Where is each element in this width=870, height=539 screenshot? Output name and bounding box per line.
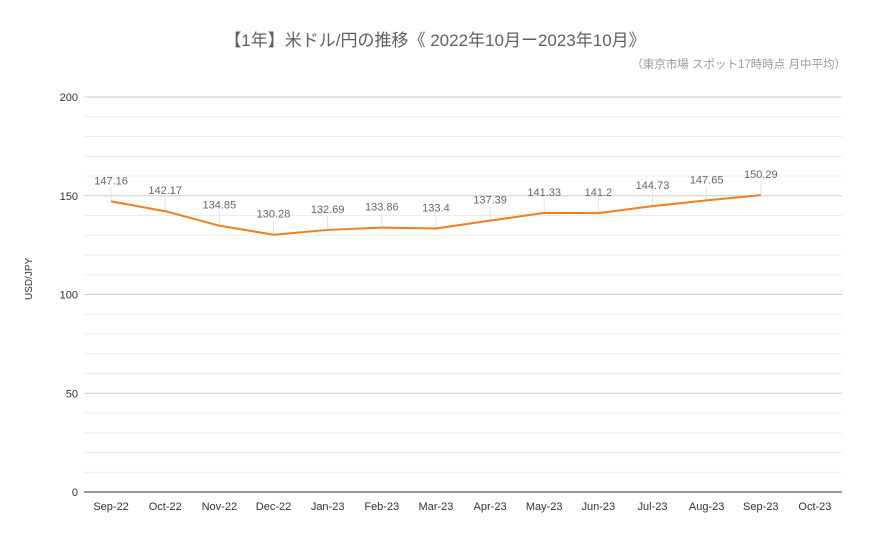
x-tick-label: Aug-23 xyxy=(689,501,724,513)
data-point-label: 132.69 xyxy=(311,204,345,216)
x-tick-label: Oct-23 xyxy=(798,501,831,513)
data-point-label: 142.17 xyxy=(148,185,182,197)
y-tick-label: 150 xyxy=(60,191,78,203)
y-tick-label: 100 xyxy=(60,290,78,302)
y-tick-label: 50 xyxy=(66,388,78,400)
data-point-label: 144.73 xyxy=(636,180,670,192)
data-point-label: 137.39 xyxy=(473,195,507,207)
x-tick-label: Apr-23 xyxy=(474,501,507,513)
data-point-label: 150.29 xyxy=(744,169,778,181)
data-point-label: 147.65 xyxy=(690,174,724,186)
data-point-label: 133.4 xyxy=(422,203,450,215)
x-tick-label: Sep-22 xyxy=(93,501,128,513)
x-tick-label: Nov-22 xyxy=(202,501,237,513)
x-tick-label: Jan-23 xyxy=(311,501,345,513)
data-point-label: 147.16 xyxy=(94,175,128,187)
x-tick-label: Mar-23 xyxy=(419,501,454,513)
x-tick-label: Sep-23 xyxy=(743,501,778,513)
x-tick-label: Dec-22 xyxy=(256,501,291,513)
chart-subtitle: （東京市場 スポット17時時点 月中平均） xyxy=(631,59,846,71)
x-tick-label: Oct-22 xyxy=(149,501,182,513)
data-point-label: 141.2 xyxy=(585,187,613,199)
y-tick-label: 200 xyxy=(60,92,78,104)
x-tick-label: Feb-23 xyxy=(364,501,399,513)
y-tick-label: 0 xyxy=(72,487,78,499)
chart-title: 【1年】米ドル/円の推移《 2022年10月ー2023年10月》 xyxy=(224,31,646,50)
x-tick-label: Jul-23 xyxy=(638,501,668,513)
x-tick-label: Jun-23 xyxy=(582,501,616,513)
data-point-label: 130.28 xyxy=(257,209,291,221)
data-point-label: 133.86 xyxy=(365,202,399,214)
usd-jpy-line xyxy=(110,194,761,236)
data-point-label: 141.33 xyxy=(527,187,561,199)
x-tick-label: May-23 xyxy=(526,501,563,513)
data-point-label: 134.85 xyxy=(203,200,237,212)
